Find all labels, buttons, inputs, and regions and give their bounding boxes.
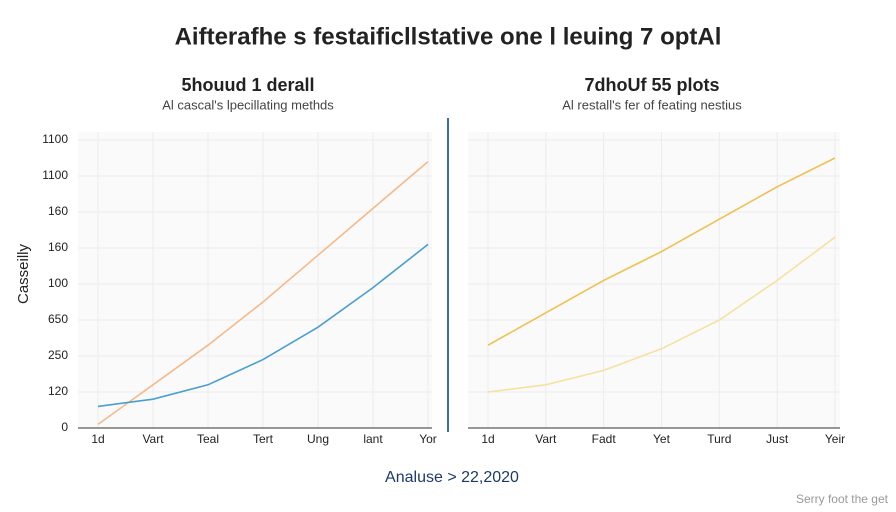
- chart-title: 5houud 1 derall: [181, 75, 314, 95]
- chart-subtitle: Al cascal's lpecillating methds: [162, 97, 334, 112]
- page-title: Aifterafhe s festaificllstative one l le…: [175, 23, 722, 50]
- x-tick-label: lant: [363, 432, 383, 446]
- line: [97, 243, 429, 408]
- x-tick-label: 1d: [481, 432, 494, 446]
- line: [487, 236, 836, 393]
- y-axis-label: Casseilly: [15, 243, 32, 304]
- x-tick-label: Just: [766, 432, 789, 446]
- x-tick-label: Yeir: [825, 432, 845, 446]
- y-tick-label: 160: [48, 204, 68, 218]
- x-tick-label: Vart: [535, 432, 557, 446]
- x-tick-label: Ung: [307, 432, 329, 446]
- y-tick-label: 0: [61, 420, 68, 434]
- y-tick-label: 1100: [42, 132, 68, 146]
- x-tick-label: Teal: [197, 432, 219, 446]
- chart-title: 7dhoUf 55 plots: [584, 75, 719, 95]
- y-tick-label: 120: [48, 384, 68, 398]
- x-tick-label: Turd: [707, 432, 731, 446]
- footer: Analuse > 22,2020: [385, 469, 519, 486]
- y-tick-label: 250: [48, 348, 68, 362]
- x-tick-label: 1d: [91, 432, 104, 446]
- y-tick-label: 160: [48, 240, 68, 254]
- caption: Serry foot the get: [796, 492, 889, 506]
- x-tick-label: Vart: [142, 432, 164, 446]
- line: [487, 157, 836, 346]
- y-tick-label: 650: [48, 312, 68, 326]
- y-tick-label: 100: [48, 276, 68, 290]
- x-tick-label: Yet: [653, 432, 671, 446]
- x-tick-label: Fadt: [592, 432, 617, 446]
- line: [97, 160, 429, 426]
- x-tick-label: Yor: [419, 432, 437, 446]
- x-tick-label: Tert: [253, 432, 274, 446]
- chart-subtitle: Al restall's fer of feating nestius: [562, 97, 742, 112]
- y-tick-label: 1100: [42, 168, 68, 182]
